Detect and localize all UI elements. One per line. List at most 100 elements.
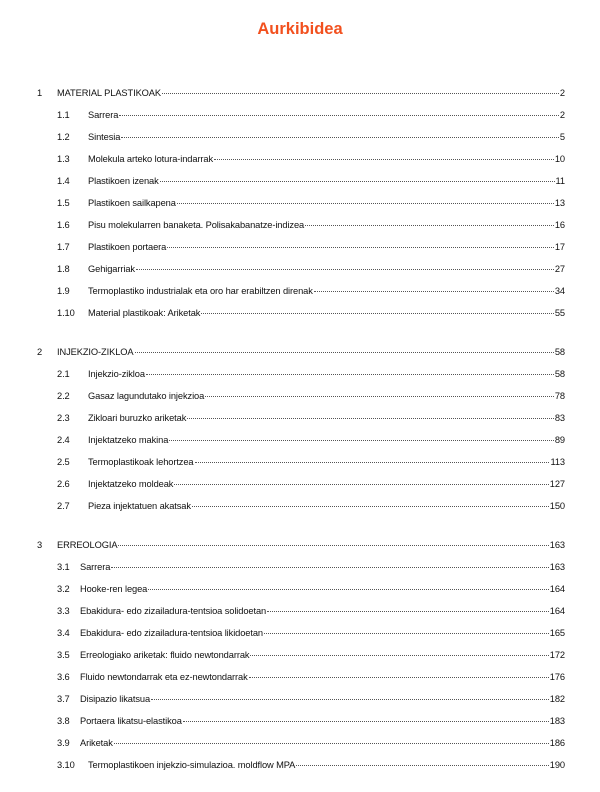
toc-section-entry[interactable]: 3.5 Erreologiako ariketak: fluido newtond… <box>37 644 565 666</box>
toc-section-entry[interactable]: 3.7 Disipazio likatsua 182 <box>37 688 565 710</box>
entry-number: 2.3 <box>57 413 70 423</box>
page-number: 150 <box>549 501 565 511</box>
dot-leader <box>296 765 549 766</box>
dot-leader <box>119 115 559 116</box>
entry-title: Zikloari buruzko ariketak <box>88 413 187 423</box>
toc-section-entry[interactable]: 3.10 Termoplastikoen injekzio-simulazioa.… <box>37 754 565 776</box>
dot-leader <box>145 374 554 375</box>
toc-section-entry[interactable]: 3.9 Ariketak 186 <box>37 732 565 754</box>
entry-title: Gasaz lagundutako injekzioa <box>88 391 205 401</box>
toc-section-entry[interactable]: 1.6 Pisu molekularren banaketa. Polisakab… <box>37 214 565 236</box>
entry-number: 3.9 <box>57 738 70 748</box>
toc-section-entry[interactable]: 1.5 Plastikoen sailkapena 13 <box>37 192 565 214</box>
toc-chapter-entry[interactable]: 3 ERREOLOGIA 163 <box>37 534 565 556</box>
entry-title: Injektatzeko moldeak <box>88 479 174 489</box>
page-number: 58 <box>554 347 565 357</box>
toc-section-entry[interactable]: 3.6 Fluido newtondarrak eta ez-newtondarr… <box>37 666 565 688</box>
entry-number: 1.3 <box>57 154 70 164</box>
toc-chapter-entry[interactable]: 2 INJEKZIO-ZIKLOA 58 <box>37 341 565 363</box>
toc-section-entry[interactable]: 3.4 Ebakidura- edo zizailadura-tentsioa l… <box>37 622 565 644</box>
toc-section-entry[interactable]: 2.6 Injektatzeko moldeak 127 <box>37 473 565 495</box>
entry-number: 3.2 <box>57 584 70 594</box>
entry-title: Ebakidura- edo zizailadura-tentsioa liki… <box>80 628 263 638</box>
dot-leader <box>135 269 554 270</box>
entry-title: Sarrera <box>80 562 111 572</box>
entry-title: Plastikoen sailkapena <box>88 198 176 208</box>
entry-number: 2.1 <box>57 369 70 379</box>
page-number: 2 <box>559 110 565 120</box>
toc-section-entry[interactable]: 3.8 Portaera likatsu-elastikoa 183 <box>37 710 565 732</box>
toc-section-entry[interactable]: 1.7 Plastikoen portaera 17 <box>37 236 565 258</box>
dot-leader <box>191 506 549 507</box>
entry-number: 3.10 <box>57 760 75 770</box>
entry-number: 1.8 <box>57 264 70 274</box>
entry-number: 3.6 <box>57 672 70 682</box>
toc-section-entry[interactable]: 1.1 Sarrera 2 <box>37 104 565 126</box>
page-number: 183 <box>549 716 565 726</box>
page-number: 182 <box>549 694 565 704</box>
toc-section-entry[interactable]: 1.4 Plastikoen izenak 11 <box>37 170 565 192</box>
page-number: 190 <box>549 760 565 770</box>
entry-title: Termoplastikoen injekzio-simulazioa. mol… <box>88 760 296 770</box>
entry-number: 3.7 <box>57 694 70 704</box>
entry-title: Hooke-ren legea <box>80 584 148 594</box>
dot-leader <box>201 313 554 314</box>
page-number: 34 <box>554 286 565 296</box>
entry-title: Portaera likatsu-elastikoa <box>80 716 182 726</box>
dot-leader <box>174 484 549 485</box>
dot-leader <box>267 611 549 612</box>
entry-title: Plastikoen izenak <box>88 176 159 186</box>
toc-section-entry[interactable]: 1.8 Gehigarriak 27 <box>37 258 565 280</box>
page-number: 165 <box>549 628 565 638</box>
toc-section-entry[interactable]: 1.3 Molekula arteko lotura-indarrak 10 <box>37 148 565 170</box>
page-number: 127 <box>549 479 565 489</box>
toc-section-entry[interactable]: 2.7 Pieza injektatuen akatsak 150 <box>37 495 565 517</box>
entry-number: 2.5 <box>57 457 70 467</box>
entry-title: Injektatzeko makina <box>88 435 169 445</box>
entry-number: 3.8 <box>57 716 70 726</box>
page-number: 186 <box>549 738 565 748</box>
entry-number: 2.7 <box>57 501 70 511</box>
dot-leader <box>194 462 550 463</box>
entry-number: 3.5 <box>57 650 70 660</box>
toc-chapter-entry[interactable]: 1 MATERIAL PLASTIKOAK 2 <box>37 82 565 104</box>
toc-section-entry[interactable]: 3.2 Hooke-ren legea 164 <box>37 578 565 600</box>
toc-section-entry[interactable]: 2.1 Injekzio-zikloa 58 <box>37 363 565 385</box>
toc-section-entry[interactable]: 2.2 Gasaz lagundutako injekzioa 78 <box>37 385 565 407</box>
dot-leader <box>305 225 554 226</box>
entry-number: 2 <box>37 347 43 357</box>
entry-title: Molekula arteko lotura-indarrak <box>88 154 214 164</box>
entry-title: Termoplastiko industrialak eta oro har e… <box>88 286 313 296</box>
entry-number: 3.1 <box>57 562 70 572</box>
entry-number: 1.1 <box>57 110 70 120</box>
dot-leader <box>187 418 554 419</box>
entry-number: 1.6 <box>57 220 70 230</box>
dot-leader <box>250 655 549 656</box>
dot-leader <box>167 247 554 248</box>
page-number: 164 <box>549 584 565 594</box>
dot-leader <box>159 181 555 182</box>
page-number: 172 <box>549 650 565 660</box>
dot-leader <box>148 589 549 590</box>
toc-section-entry[interactable]: 1.10 Material plastikoak: Ariketak 55 <box>37 302 565 324</box>
entry-title: Injekzio-zikloa <box>88 369 145 379</box>
toc-section-entry[interactable]: 3.3 Ebakidura- edo zizailadura-tentsioa s… <box>37 600 565 622</box>
page-number: 13 <box>554 198 565 208</box>
toc-section-entry[interactable]: 2.4 Injektatzeko makina 89 <box>37 429 565 451</box>
entry-number: 2.2 <box>57 391 70 401</box>
toc-section-entry[interactable]: 3.1 Sarrera 163 <box>37 556 565 578</box>
toc-section-entry[interactable]: 2.5 Termoplastikoak lehortzea 113 <box>37 451 565 473</box>
toc-section-entry[interactable]: 2.3 Zikloari buruzko ariketak 83 <box>37 407 565 429</box>
entry-title: Ebakidura- edo zizailadura-tentsioa soli… <box>80 606 267 616</box>
entry-number: 1.4 <box>57 176 70 186</box>
toc-section-entry[interactable]: 1.9 Termoplastiko industrialak eta oro ha… <box>37 280 565 302</box>
entry-title: Disipazio likatsua <box>80 694 151 704</box>
dot-leader <box>214 159 554 160</box>
page-number: 17 <box>554 242 565 252</box>
dot-leader <box>248 677 549 678</box>
entry-number: 3.4 <box>57 628 70 638</box>
page-number: 78 <box>554 391 565 401</box>
entry-number: 1.9 <box>57 286 70 296</box>
dot-leader <box>151 699 549 700</box>
toc-section-entry[interactable]: 1.2 Sintesia 5 <box>37 126 565 148</box>
